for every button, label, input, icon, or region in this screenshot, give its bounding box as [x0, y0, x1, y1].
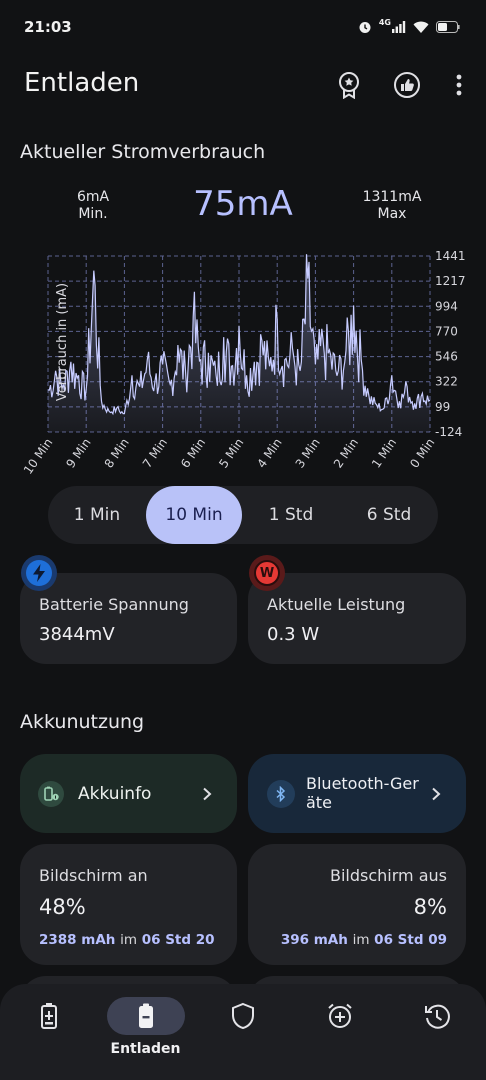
screen-off-word: im — [352, 932, 370, 948]
x-tick-label: 5 Min — [216, 436, 246, 471]
nav-discharging[interactable]: Entladen — [97, 984, 194, 1080]
battery-voltage-card[interactable]: Batterie Spannung 3844mV — [20, 573, 237, 664]
max-label: Max — [377, 206, 407, 222]
battery-discharging-icon — [138, 1003, 153, 1028]
bluetooth-devices-label: Bluetooth-Ger äte — [306, 774, 419, 812]
watt-icon: W — [259, 565, 275, 581]
x-tick-label: 1 Min — [369, 436, 399, 471]
battery-status-icon — [436, 21, 460, 33]
y-tick-label: 99 — [435, 400, 450, 414]
screen-on-time: 06 Std 20 — [141, 932, 215, 948]
battery-voltage-label: Batterie Spannung — [39, 595, 189, 614]
bluetooth-label-line-2: äte — [306, 793, 332, 812]
screen-off-percent: 8% — [413, 895, 447, 919]
nav-discharging-label: Entladen — [110, 1041, 181, 1057]
alarm-add-icon — [327, 1003, 352, 1028]
current-value: 75mA — [193, 184, 293, 224]
current-power-label: Aktuelle Leistung — [267, 595, 406, 614]
nav-alarm[interactable] — [291, 984, 388, 1080]
y-tick-label: 994 — [435, 299, 458, 313]
battery-usage-title: Akkunutzung — [20, 711, 145, 733]
current-consumption-title: Aktueller Stromverbrauch — [20, 141, 266, 163]
screen-off-card: Bildschirm aus 8% 396 mAh im 06 Std 09 — [248, 844, 466, 965]
range-6-std-tab[interactable]: 6 Std — [366, 505, 412, 525]
status-icons: 4G — [358, 18, 460, 36]
status-time: 21:03 — [24, 18, 72, 36]
battery-info-icon — [38, 781, 64, 807]
range-10-min-tab[interactable]: 10 Min — [146, 486, 242, 544]
time-range-selector: 1 Min 10 Min 1 Std 6 Std — [48, 486, 438, 544]
min-stat: 6mA Min. — [48, 189, 138, 223]
screen-off-usage: 396 mAh im 06 Std 09 — [281, 932, 447, 948]
x-tick-label: 4 Min — [254, 436, 284, 471]
screen-on-mah: 2388 mAh — [39, 932, 116, 948]
chevron-right-icon — [203, 787, 212, 801]
screen-on-percent: 48% — [39, 895, 86, 919]
more-vertical-icon — [456, 74, 462, 96]
bluetooth-devices-button[interactable]: Bluetooth-Ger äte — [248, 754, 466, 833]
bottom-navigation: Entladen — [0, 984, 486, 1080]
max-value: 1311mA — [362, 189, 422, 205]
range-1-std-tab[interactable]: 1 Std — [268, 505, 314, 525]
alarm-status-icon — [359, 22, 371, 33]
history-icon — [424, 1004, 450, 1029]
screen-on-word: im — [120, 932, 138, 948]
x-tick-label: 7 Min — [140, 436, 170, 471]
bluetooth-label-line-1: Bluetooth-Ger — [306, 774, 419, 793]
y-tick-label: 1441 — [435, 249, 466, 263]
screen-on-usage: 2388 mAh im 06 Std 20 — [39, 932, 215, 948]
award-button[interactable] — [334, 70, 364, 100]
y-tick-label: 546 — [435, 350, 458, 364]
screen-off-time: 06 Std 09 — [374, 932, 447, 948]
y-tick-label: 322 — [435, 375, 458, 389]
battery-charging-icon — [40, 1003, 57, 1029]
y-tick-label: 1217 — [435, 274, 466, 288]
x-tick-label: 9 Min — [63, 436, 93, 471]
voltage-badge — [21, 555, 57, 591]
screen-on-label: Bildschirm an — [39, 866, 148, 885]
more-options-button[interactable] — [444, 70, 474, 100]
wifi-icon — [413, 21, 429, 33]
y-tick-label: 770 — [435, 324, 458, 338]
min-label: Min. — [78, 206, 108, 222]
x-tick-label: 6 Min — [178, 436, 208, 471]
network-type-label: 4G — [378, 17, 391, 27]
y-tick-label: -124 — [435, 425, 462, 439]
y-axis-label: Verbrauch in (mA) — [55, 283, 70, 401]
akkuinfo-button[interactable]: Akkuinfo — [20, 754, 237, 833]
signal-icon — [392, 21, 406, 33]
x-tick-label: 3 Min — [293, 436, 323, 471]
current-power-value: 0.3 W — [267, 624, 320, 645]
screen-on-card: Bildschirm an 48% 2388 mAh im 06 Std 20 — [20, 844, 237, 965]
award-icon — [339, 72, 359, 99]
max-stat: 1311mA Max — [347, 189, 437, 223]
bluetooth-icon — [267, 780, 295, 808]
current-power-card[interactable]: Aktuelle Leistung 0.3 W — [248, 573, 466, 664]
nav-protection[interactable] — [194, 984, 291, 1080]
screen-off-label: Bildschirm aus — [330, 866, 447, 885]
screen-off-mah: 396 mAh — [280, 932, 348, 948]
thumbs-up-icon — [394, 72, 420, 98]
chevron-right-icon — [432, 787, 441, 801]
power-badge: W — [249, 555, 285, 591]
x-tick-label: 0 Min — [407, 436, 437, 471]
nav-charging[interactable] — [0, 984, 97, 1080]
x-tick-label: 2 Min — [331, 436, 361, 471]
min-value: 6mA — [76, 189, 110, 205]
nav-history[interactable] — [388, 984, 485, 1080]
battery-voltage-value: 3844mV — [39, 624, 115, 645]
akkuinfo-label: Akkuinfo — [78, 784, 152, 804]
lightning-icon — [33, 564, 45, 582]
range-1-min-tab[interactable]: 1 Min — [73, 505, 121, 525]
x-tick-label: 8 Min — [102, 436, 132, 471]
consumption-chart: 10 Min 9 Min 8 Min 7 Min 6 Min 5 Min 4 Min 3 Mi… — [21, 249, 466, 477]
page-title: Entladen — [24, 68, 140, 98]
x-tick-label: 10 Min — [21, 436, 56, 477]
rate-button[interactable] — [392, 70, 422, 100]
shield-icon — [231, 1002, 254, 1030]
status-bar: 21:03 4G — [0, 0, 486, 56]
consumption-series-line — [47, 254, 431, 416]
